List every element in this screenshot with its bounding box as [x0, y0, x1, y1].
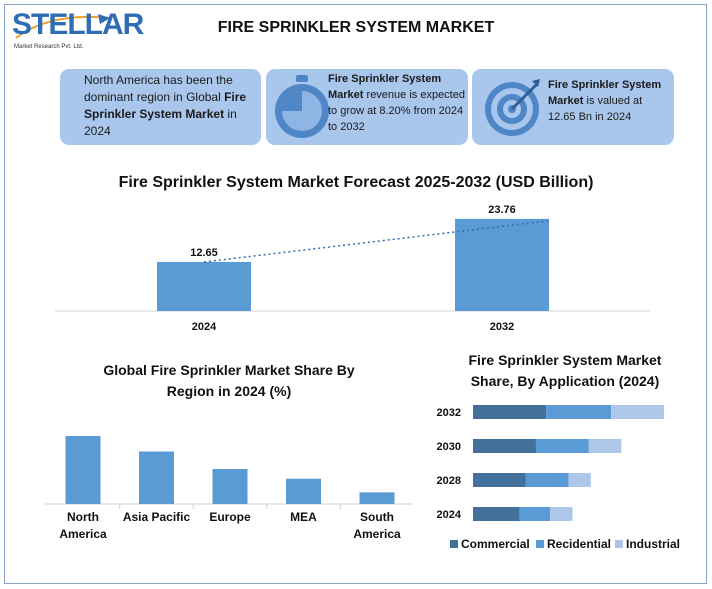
x-tick-label: 2032 [490, 321, 514, 333]
stacked-segment [473, 405, 547, 419]
x-tick-label: America [59, 527, 107, 541]
forecast-chart-title: Fire Sprinkler System Market Forecast 20… [118, 174, 594, 191]
region-bar [359, 492, 395, 504]
stacked-segment [535, 439, 589, 453]
region-bar [139, 451, 174, 504]
card-text-after: revenue is expected to grow at 8.20% fro… [328, 89, 465, 133]
x-tick-label: 2024 [192, 321, 217, 333]
application-chart-title: Fire Sprinkler System Market Share, By A… [468, 352, 662, 389]
card-bold-text: Fire Sprinkler System Market [84, 90, 247, 121]
legend-swatch [536, 540, 544, 548]
stacked-segment [588, 439, 622, 453]
data-label: 12.65 [190, 247, 218, 259]
forecast-chart: 12.65 2024 23.76 2032 [55, 204, 650, 333]
stacked-segment [550, 507, 573, 521]
info-card-value: Fire Sprinkler System Market is valued a… [472, 69, 674, 145]
region-bar [212, 469, 248, 504]
stellar-logo: STELLAR Market Research Pvt. Ltd. [10, 8, 144, 54]
y-tick-label: 2024 [437, 509, 462, 521]
page-title: FIRE SPRINKLER SYSTEM MARKET [217, 19, 495, 36]
stopwatch-icon [275, 75, 329, 138]
stacked-segment [519, 507, 551, 521]
logo-wordmark: STELLAR [12, 8, 144, 41]
y-tick-label: 2028 [437, 475, 461, 487]
legend-label: Commercial [461, 537, 530, 551]
forecast-bar [157, 261, 251, 311]
card-bold-text: Fire Sprinkler System Market [548, 79, 662, 107]
card-bold-text: Fire Sprinkler System Market [328, 73, 442, 101]
card-text-after: is valued at 12.65 Bn in 2024 [548, 95, 643, 123]
legend-swatch [450, 540, 458, 548]
data-label: 23.76 [488, 204, 516, 216]
forecast-bar [455, 218, 549, 311]
legend-label: Recidential [547, 537, 611, 551]
target-icon [485, 79, 540, 136]
region-chart-title: Global Fire Sprinkler Market Share By Re… [103, 362, 355, 399]
x-tick-label: North [67, 510, 99, 524]
y-tick-label: 2032 [437, 407, 461, 419]
region-bar [65, 435, 101, 504]
stacked-segment [473, 507, 520, 521]
info-card-growth: Fire Sprinkler System Market revenue is … [266, 69, 468, 145]
logo-swoosh [15, 14, 111, 39]
stacked-segment [525, 473, 569, 487]
x-tick-label: Asia Pacific [123, 510, 191, 524]
x-tick-label: Europe [209, 510, 251, 524]
legend-label: Industrial [626, 537, 680, 551]
region-share-chart: North America Asia Pacific Europe MEA South Am… [45, 435, 412, 541]
x-tick-label: MEA [290, 510, 317, 524]
card-text-before: North America has been the dominant regi… [84, 73, 233, 104]
region-bar [286, 478, 321, 504]
stacked-segment [473, 439, 536, 453]
y-tick-label: 2030 [437, 441, 461, 453]
stacked-segment [473, 473, 526, 487]
application-share-chart: 2032 2030 2028 2024 Commercial Recidential Ind… [437, 405, 680, 551]
x-tick-label: America [353, 527, 401, 541]
stacked-segment [611, 405, 664, 419]
stacked-segment [546, 405, 612, 419]
x-tick-label: South [360, 510, 394, 524]
legend-swatch [615, 540, 623, 548]
stacked-segment [568, 473, 591, 487]
logo-subtitle: Market Research Pvt. Ltd. [14, 44, 84, 50]
info-card-region: North America has been the dominant regi… [60, 69, 261, 145]
card-text-after: in 2024 [84, 107, 237, 138]
